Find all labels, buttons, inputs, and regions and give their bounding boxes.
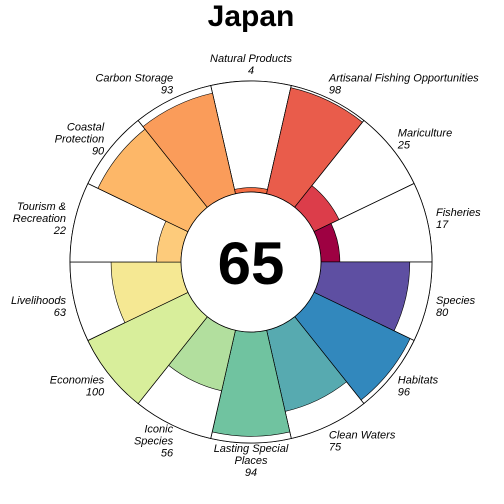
label-natural-products: Natural Products 4 [210, 53, 292, 77]
label-lasting-special-places: Lasting Special Places 94 [214, 443, 289, 479]
index-score: 65 [218, 230, 285, 297]
label-tourism-recreation: Tourism & Recreation 22 [13, 201, 66, 237]
label-habitats: Habitats 96 [398, 375, 439, 399]
label-fisheries: Fisheries 17 [436, 207, 481, 231]
chart-title: Japan [208, 0, 295, 33]
label-mariculture: Mariculture 25 [397, 128, 452, 152]
label-iconic-species: Iconic Species 56 [134, 423, 174, 459]
label-coastal-protection: Coastal Protection 90 [55, 122, 105, 158]
label-livelihoods: Livelihoods 63 [11, 295, 67, 319]
label-clean-waters: Clean Waters 75 [329, 429, 396, 453]
label-economies: Economies 100 [50, 375, 105, 399]
label-species: Species 80 [436, 295, 476, 319]
label-carbon-storage: Carbon Storage 93 [95, 73, 174, 97]
label-artisanal-fishing-opportunities: Artisanal Fishing Opportunities 98 [328, 73, 479, 97]
